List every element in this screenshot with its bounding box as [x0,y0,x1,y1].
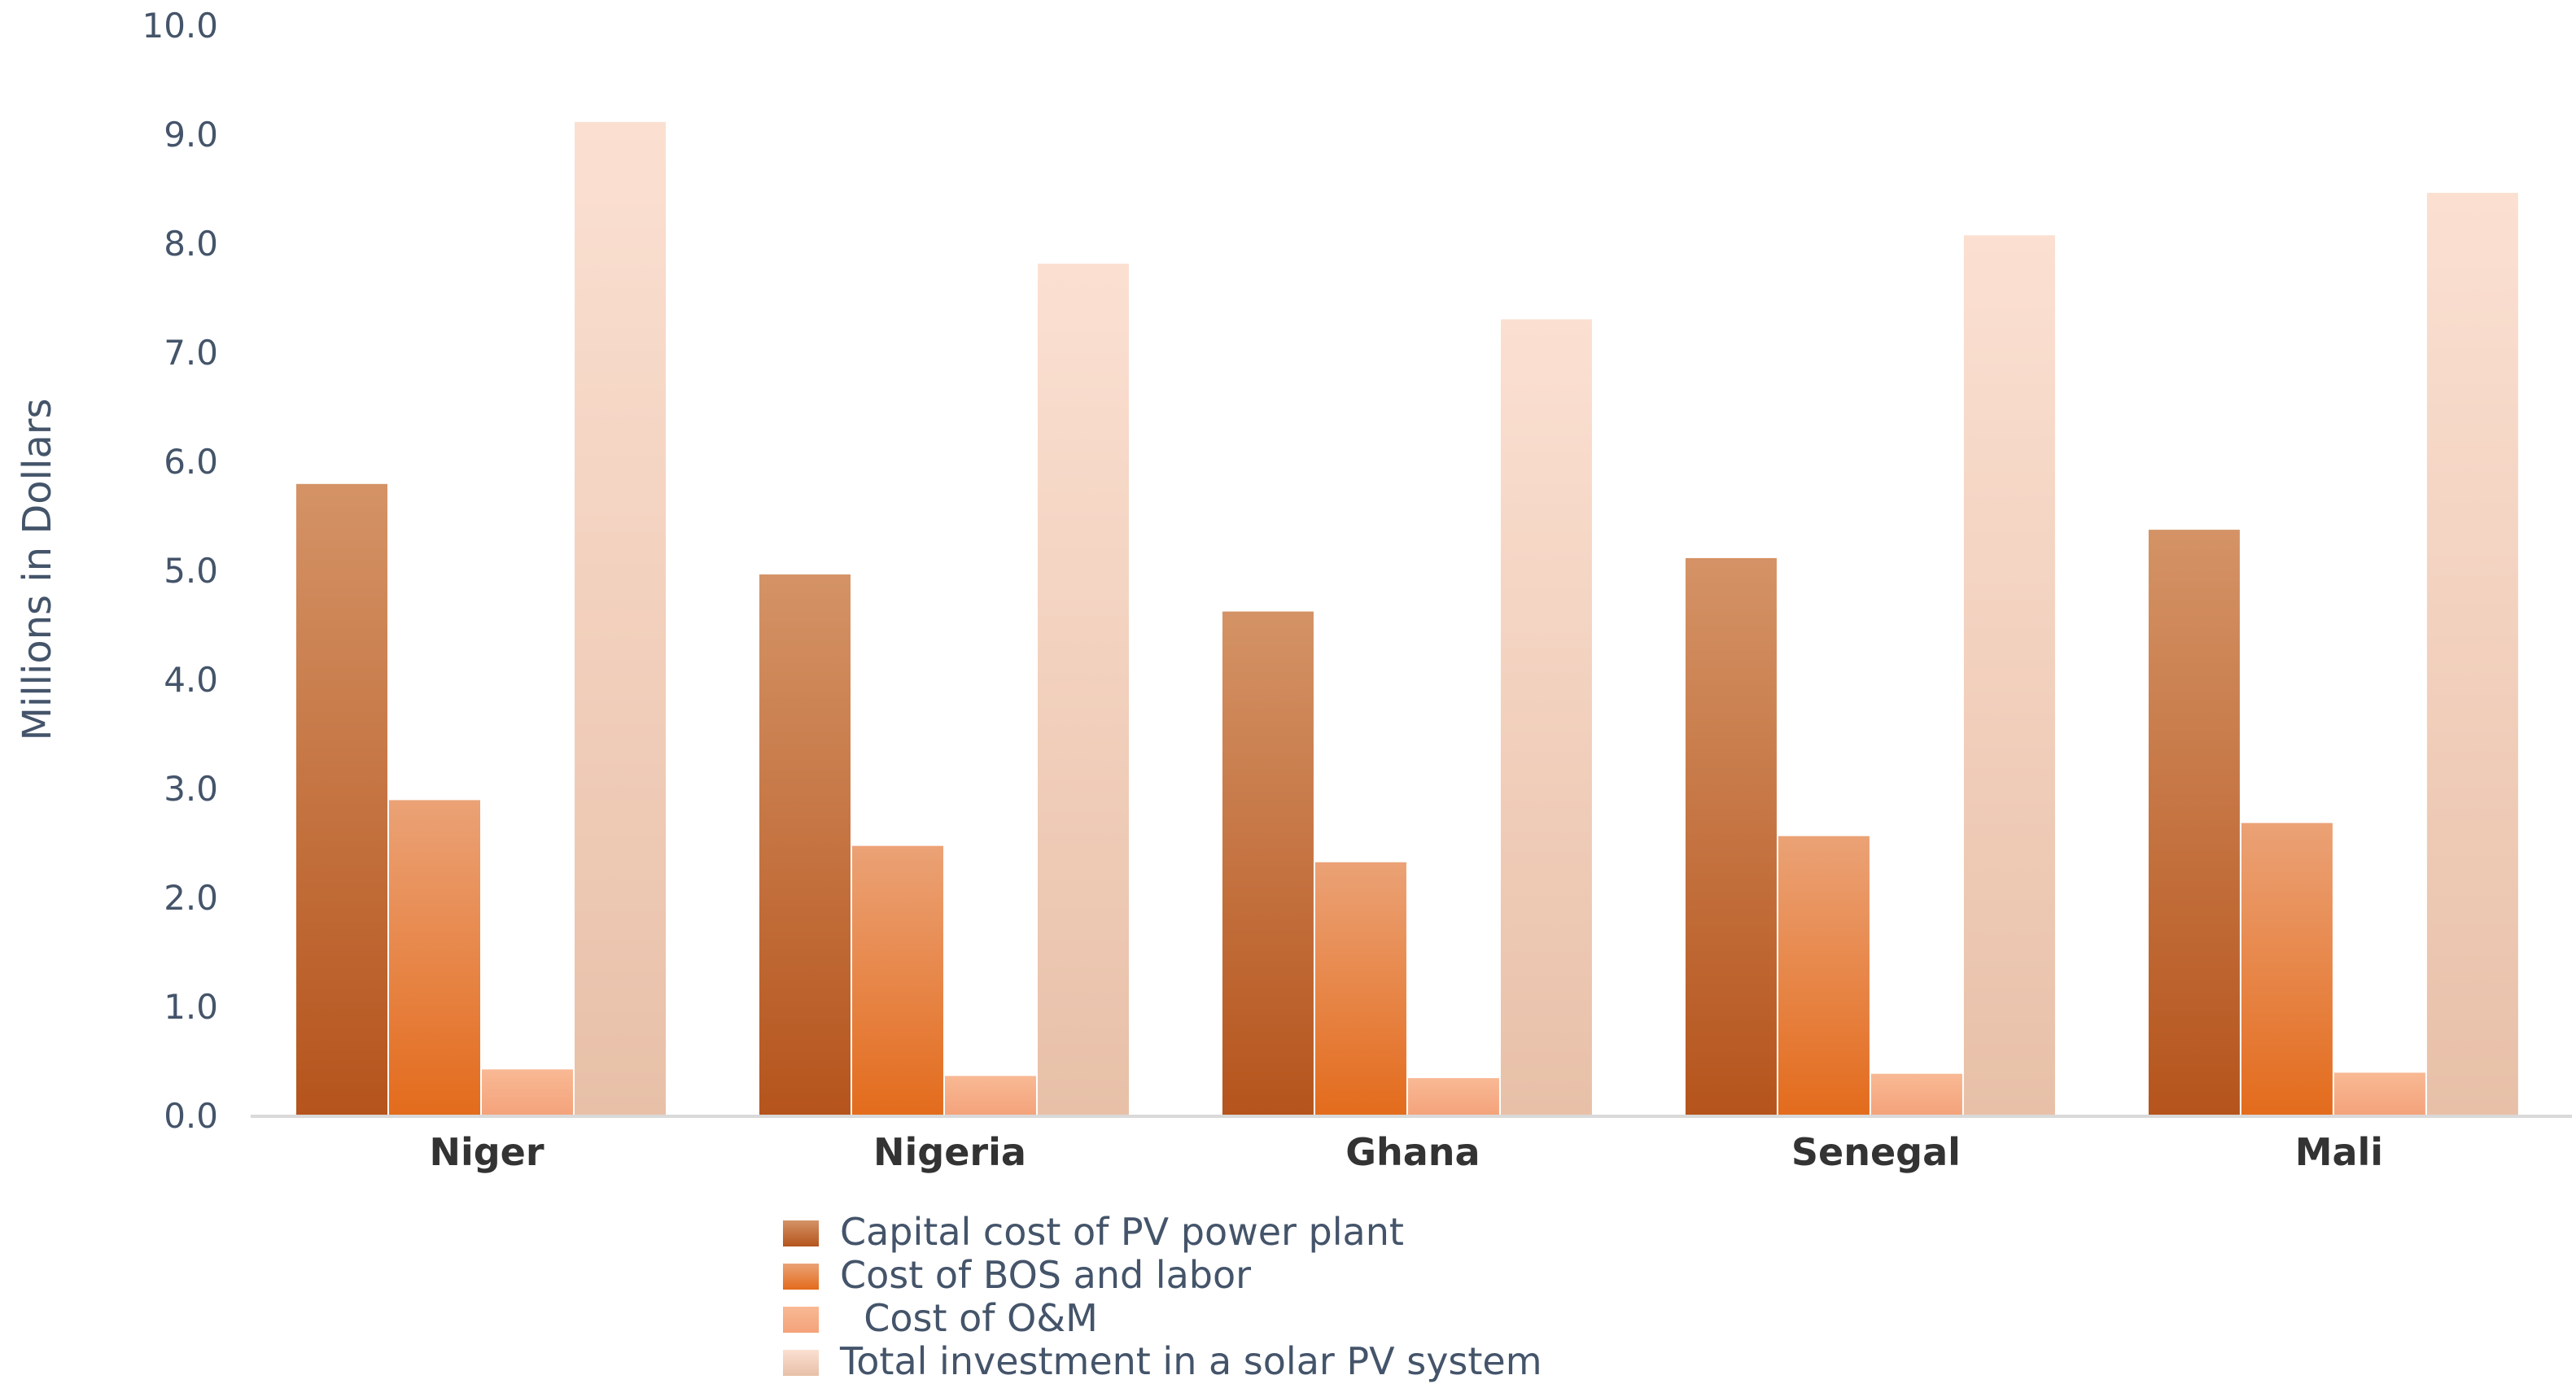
bar-ghana-series-3 [1500,319,1592,1117]
bars [296,121,2518,1117]
y-tick-label: 9.0 [164,115,218,155]
y-tick-label: 8.0 [164,224,218,264]
bar-mali-series-2 [2333,1072,2425,1116]
bar-senegal-series-1 [1778,836,1870,1116]
x-axis-labels: Niger Nigeria Ghana Senegal Mali [429,1130,2383,1174]
bar-mali-series-1 [2241,823,2333,1116]
y-tick-label: 4.0 [164,660,218,700]
y-tick-label: 5.0 [164,551,218,591]
bar-niger-series-0 [296,483,387,1116]
bar-nigeria-series-3 [1037,264,1129,1116]
legend-label: Capital cost of PV power plant [840,1210,1404,1254]
bar-mali-series-3 [2426,193,2518,1116]
y-tick-label: 2.0 [164,878,218,918]
bar-ghana-series-2 [1407,1078,1499,1116]
legend-swatch [783,1220,819,1246]
bar-mali-series-0 [2148,530,2240,1116]
x-category-label: Senegal [1791,1130,1961,1174]
bar-nigeria-series-0 [759,574,851,1116]
bar-nigeria-series-1 [851,845,943,1116]
x-category-label: Niger [429,1130,544,1174]
legend-label: Cost of O&M [840,1296,1098,1340]
y-axis-ticks: 0.0 1.0 2.0 3.0 4.0 5.0 6.0 7.0 8.0 9.0 10.0 [142,6,218,1136]
bar-senegal-series-0 [1685,557,1777,1116]
y-axis-title: Millions in Dollars [15,399,60,741]
bar-senegal-series-2 [1870,1073,1962,1116]
y-tick-label: 3.0 [164,769,218,809]
bar-niger-series-2 [482,1069,573,1116]
y-tick-label: 6.0 [164,442,218,482]
bar-ghana-series-1 [1314,862,1406,1116]
y-axis-label: Millions in Dollars [15,399,60,741]
x-category-label: Mali [2295,1130,2383,1174]
y-tick-label: 1.0 [164,987,218,1027]
x-category-label: Ghana [1345,1130,1480,1174]
legend-label: Total investment in a solar PV system [839,1339,1542,1383]
y-tick-label: 7.0 [164,333,218,373]
x-category-label: Nigeria [873,1130,1026,1174]
legend-swatch [783,1307,819,1333]
bar-senegal-series-3 [1963,235,2055,1116]
legend-swatch [783,1264,819,1290]
bar-niger-series-3 [575,121,666,1116]
legend-label: Cost of BOS and labor [840,1253,1251,1297]
bar-nigeria-series-2 [944,1076,1036,1116]
y-tick-label: 0.0 [164,1096,218,1136]
bar-ghana-series-0 [1222,611,1314,1116]
bar-niger-series-1 [389,800,480,1116]
legend-swatch [783,1350,819,1376]
y-tick-label: 10.0 [142,6,218,46]
